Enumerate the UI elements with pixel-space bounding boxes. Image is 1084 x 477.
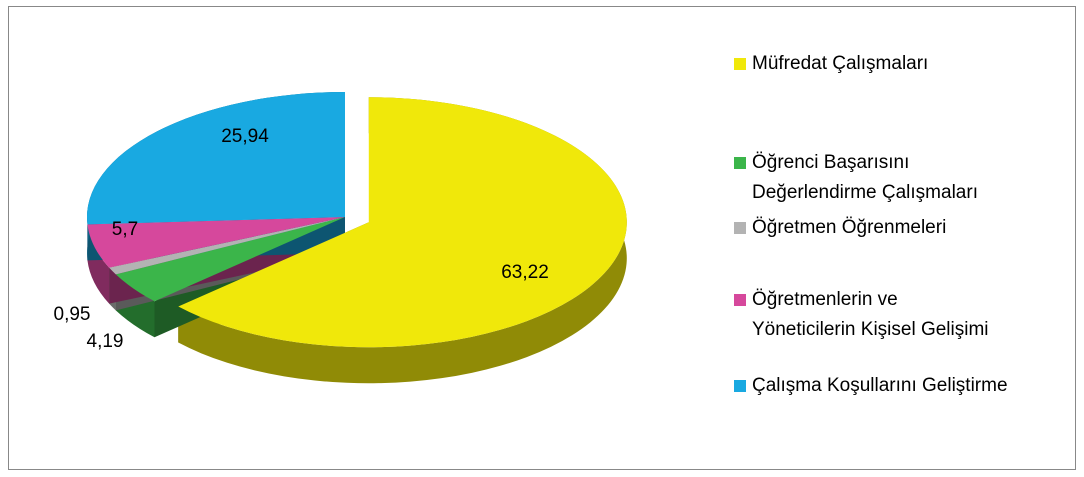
legend-swatch — [734, 222, 746, 234]
data-label: 4,19 — [87, 331, 124, 352]
slice — [115, 217, 345, 302]
slice — [178, 97, 627, 348]
legend-label: Öğretmen Öğrenmeleri — [752, 217, 947, 238]
slice — [86, 92, 345, 225]
legend-label: Öğrenci Başarısını Değerlendirme Çalışma… — [752, 152, 978, 203]
legend-label: Öğretmenlerin ve Yöneticilerin Kişisel G… — [752, 289, 989, 340]
legend-swatch — [734, 157, 746, 169]
slice-tops — [86, 92, 627, 348]
data-label: 63,22 — [501, 262, 549, 283]
slice — [109, 217, 345, 275]
legend-label: Çalışma Koşullarını Geliştirme — [752, 375, 1008, 396]
data-label: 0,95 — [54, 304, 91, 325]
legend-swatch — [734, 58, 746, 70]
data-label: 5,7 — [112, 219, 138, 240]
slice-side — [178, 97, 627, 384]
slice — [87, 217, 345, 268]
legend-swatch — [734, 294, 746, 306]
data-label: 25,94 — [221, 126, 269, 147]
legend-swatch — [734, 380, 746, 392]
legend-label: Müfredat Çalışmaları — [752, 53, 929, 74]
